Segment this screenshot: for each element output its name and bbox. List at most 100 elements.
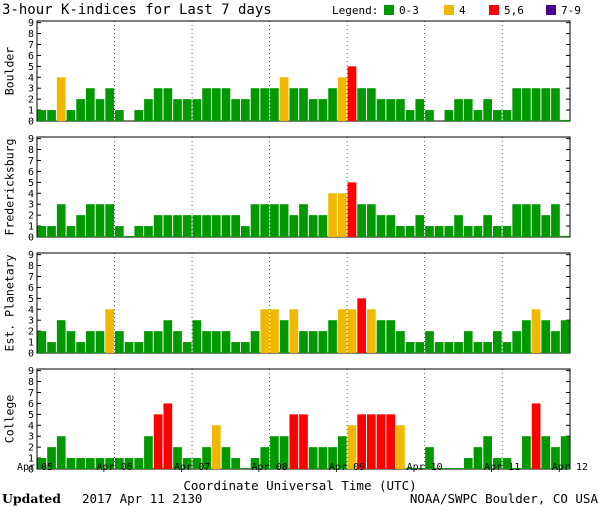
- k-index-bar: [541, 320, 551, 353]
- k-index-bar: [396, 226, 405, 237]
- k-index-bar: [328, 447, 337, 469]
- k-index-bar: [56, 204, 66, 237]
- k-index-bar: [134, 226, 144, 237]
- x-axis: Apr 05 Apr 06 Apr 07 Apr 08 Apr 09 Apr 10 Apr …: [17, 462, 588, 473]
- k-index-bar: [241, 99, 250, 121]
- k-index-bar: [270, 204, 279, 237]
- y-tick-label: 1: [28, 338, 34, 349]
- y-tick-label: 5: [28, 178, 34, 189]
- legend-swatch: [444, 5, 454, 15]
- k-index-bar: [337, 309, 347, 353]
- k-index-bar: [211, 215, 221, 237]
- k-index-bar: [163, 403, 173, 469]
- k-index-bar: [463, 226, 473, 237]
- k-index-bar: [492, 110, 502, 121]
- k-index-bar: [144, 331, 153, 353]
- footer-updated-label: Updated: [2, 491, 61, 506]
- k-index-bar: [415, 467, 425, 469]
- k-index-bar: [182, 458, 192, 469]
- k-index-bar: [37, 110, 47, 121]
- k-index-bar: [192, 458, 202, 469]
- y-tick-label: 4: [28, 189, 34, 200]
- k-index-bar: [163, 88, 173, 121]
- k-index-bar: [124, 342, 134, 353]
- k-index-bar: [95, 99, 105, 121]
- y-tick-label: 7: [28, 388, 34, 399]
- k-index-bar: [105, 309, 115, 353]
- k-index-bar: [551, 204, 560, 237]
- k-index-bar: [502, 110, 512, 121]
- k-index-bar: [153, 215, 163, 237]
- k-index-bar: [522, 436, 531, 469]
- k-index-bar: [279, 77, 289, 121]
- k-index-bar: [56, 77, 66, 121]
- k-index-bar: [357, 298, 366, 353]
- y-tick-label: 4: [28, 73, 34, 84]
- k-index-bar: [531, 403, 541, 469]
- k-index-bar: [76, 99, 85, 121]
- k-index-bar: [211, 425, 221, 469]
- x-tick-label: Apr 07: [174, 462, 210, 473]
- k-index-bar: [289, 309, 299, 353]
- k-index-bar: [192, 215, 202, 237]
- y-tick-label: 6: [28, 283, 34, 294]
- legend-swatch: [546, 5, 556, 15]
- k-index-bar: [56, 436, 66, 469]
- k-index-bar: [308, 99, 318, 121]
- k-index-bar: [47, 110, 56, 121]
- k-index-bar: [308, 447, 318, 469]
- x-tick-label: Apr 10: [407, 462, 443, 473]
- y-tick-label: 8: [28, 261, 34, 272]
- k-index-bar: [115, 458, 124, 469]
- k-index-bar: [299, 204, 308, 237]
- k-index-bar: [415, 215, 425, 237]
- k-index-bar: [76, 215, 85, 237]
- k-index-bar: [115, 331, 124, 353]
- k-index-bar: [260, 88, 270, 121]
- k-index-bar: [560, 119, 570, 121]
- k-index-bar: [134, 458, 144, 469]
- k-index-bar: [270, 309, 279, 353]
- y-tick-label: 2: [28, 327, 34, 338]
- k-index-bar: [115, 110, 124, 121]
- k-index-bar: [376, 99, 386, 121]
- y-tick-label: 9: [28, 366, 34, 377]
- y-tick-label: 4: [28, 305, 34, 316]
- k-index-bar: [483, 99, 492, 121]
- k-index-bar: [37, 226, 47, 237]
- k-index-bar: [473, 342, 483, 353]
- k-index-bar: [512, 331, 522, 353]
- k-index-bar: [463, 458, 473, 469]
- k-index-bar: [37, 458, 47, 469]
- k-index-bar: [270, 436, 279, 469]
- k-index-bar: [492, 331, 502, 353]
- k-index-bar: [541, 215, 551, 237]
- k-index-bar: [551, 88, 560, 121]
- k-index-bar: [250, 204, 260, 237]
- legend-entry: 4: [459, 4, 466, 17]
- k-index-bar: [260, 309, 270, 353]
- k-index-bar: [454, 215, 463, 237]
- k-index-bar: [512, 204, 522, 237]
- panel-label: College: [3, 395, 17, 444]
- y-tick-label: 7: [28, 272, 34, 283]
- k-index-bar: [95, 204, 105, 237]
- k-index-bar: [386, 414, 396, 469]
- k-index-bar: [47, 342, 56, 353]
- k-index-bar: [231, 458, 241, 469]
- k-index-bar: [153, 414, 163, 469]
- k-index-bar: [366, 309, 376, 353]
- k-index-bar: [405, 467, 415, 469]
- k-index-bar: [531, 204, 541, 237]
- panel-label: Fredericksburg: [3, 139, 17, 236]
- legend-entry: 7-9: [561, 4, 581, 17]
- k-index-bar: [279, 320, 289, 353]
- k-index-bar: [173, 447, 182, 469]
- k-index-bar: [541, 88, 551, 121]
- y-tick-label: 1: [28, 106, 34, 117]
- k-index-bar: [502, 342, 512, 353]
